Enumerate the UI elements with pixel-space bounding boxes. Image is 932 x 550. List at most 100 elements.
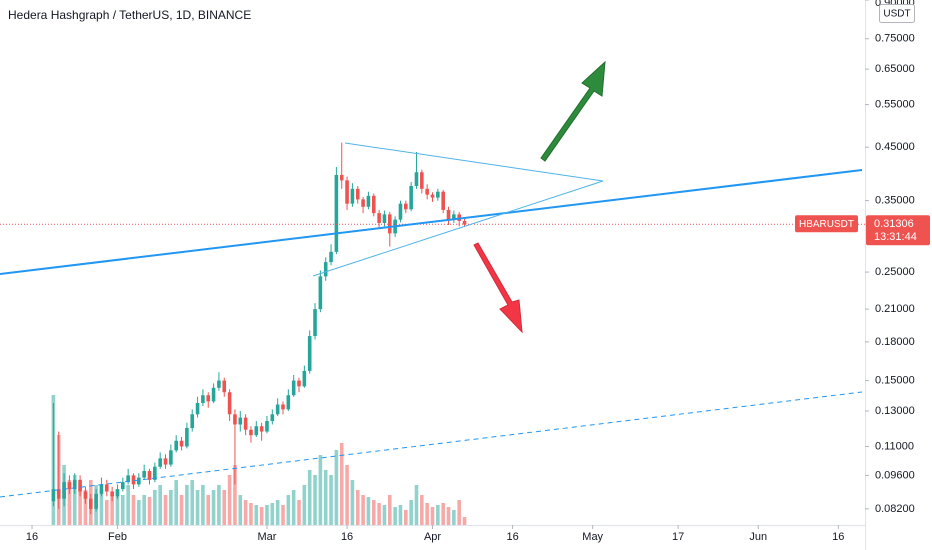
x-tick-label: Jun — [749, 531, 767, 543]
volume-bar — [345, 465, 349, 525]
volume-bar — [211, 490, 216, 525]
candle-body — [51, 489, 56, 502]
candle-body — [62, 482, 66, 499]
volume-bar — [153, 490, 157, 525]
volume-bar — [169, 490, 173, 525]
volume-bar — [414, 485, 419, 525]
volume-bar — [334, 450, 339, 525]
candle-body — [345, 180, 349, 204]
volume-bar — [275, 500, 280, 525]
candle-body — [270, 414, 275, 422]
down-arrow — [473, 242, 523, 334]
currency-label[interactable]: USDT — [883, 9, 910, 20]
y-tick-label: 0.15000 — [875, 374, 915, 386]
x-tick-label: Feb — [108, 531, 127, 543]
volume-bar — [142, 495, 146, 525]
volume-bar — [99, 490, 104, 525]
candle-body — [361, 199, 365, 207]
candle-body — [446, 209, 451, 220]
y-tick-label: 0.35000 — [875, 195, 915, 207]
candle-body — [174, 440, 179, 451]
volume-bar — [409, 500, 413, 525]
candle-body — [462, 220, 467, 225]
volume-bar — [393, 507, 397, 525]
candle-body — [137, 477, 141, 485]
y-tick-label: 0.21000 — [875, 303, 915, 315]
y-tick-label: 0.09600 — [875, 469, 915, 481]
volume-bar — [323, 470, 328, 525]
y-tick-label: 0.55000 — [875, 99, 915, 111]
volume-bar — [302, 485, 307, 525]
candle-body — [115, 489, 120, 497]
volume-bar — [329, 475, 333, 525]
candle-body — [72, 479, 77, 490]
candle-body — [190, 414, 195, 428]
up-arrow — [540, 60, 606, 162]
volume-bar — [355, 490, 360, 525]
volume-bar — [110, 495, 114, 525]
x-tick-label: Mar — [257, 531, 276, 543]
x-tick-label: Apr — [424, 531, 441, 543]
candle-body — [339, 174, 344, 181]
volume-bar — [67, 480, 72, 525]
last-price-label: 0.31306 — [874, 218, 914, 230]
candle-body — [163, 458, 168, 465]
volume-bar — [121, 495, 125, 525]
price-pane — [0, 142, 865, 525]
volume-bar — [371, 500, 376, 525]
volume-bar — [398, 505, 403, 525]
volume-bar — [430, 507, 435, 525]
volume-bar — [291, 490, 296, 525]
y-tick-label: 0.11000 — [875, 440, 914, 452]
volume-bar — [281, 505, 285, 525]
volume-bar — [190, 480, 195, 525]
candle-body — [88, 498, 93, 509]
candle-body — [195, 402, 200, 415]
candle-body — [131, 475, 136, 485]
candle-body — [142, 470, 146, 478]
volume-bar — [404, 510, 408, 525]
volume-bar — [137, 500, 141, 525]
x-tick-label: 16 — [506, 531, 518, 543]
countdown-label: 13:31:44 — [874, 231, 917, 243]
y-tick-label: 0.13000 — [875, 405, 915, 417]
candle-body — [430, 194, 435, 198]
volume-bar — [425, 503, 429, 525]
volume-bar — [227, 475, 232, 525]
volume-bar — [201, 485, 205, 525]
currency-box[interactable] — [879, 4, 915, 23]
candle-body — [121, 482, 125, 490]
candle-body — [398, 203, 403, 220]
candle-body — [83, 491, 88, 499]
candle-body — [350, 188, 355, 204]
symbol-label-box — [795, 215, 858, 233]
volume-bar — [72, 475, 77, 525]
candle-body — [265, 421, 269, 432]
candle-body — [158, 458, 162, 467]
candle-body — [211, 387, 216, 402]
candle-body — [452, 214, 456, 220]
y-tick-label: 0.25000 — [875, 266, 915, 278]
candle-body — [313, 309, 317, 337]
candle-body — [297, 380, 301, 387]
volume-bar — [313, 475, 317, 525]
candle-body — [387, 214, 392, 234]
y-tick-label: 0.75000 — [875, 33, 915, 45]
volume-bar — [179, 495, 184, 525]
candle-body — [78, 479, 82, 492]
candle-body — [291, 380, 296, 396]
candle-body — [414, 172, 419, 186]
candle-body — [249, 429, 253, 436]
drawings — [0, 60, 863, 498]
volume-bar — [286, 495, 291, 525]
candle-body — [227, 392, 232, 415]
candle-body — [238, 417, 243, 425]
x-tick-label: 16 — [832, 531, 844, 543]
candle-body — [307, 336, 312, 371]
volume-bar — [185, 485, 189, 525]
volume-bar — [457, 500, 461, 525]
triangle-lower-line — [312, 180, 604, 277]
volume-bar — [318, 455, 323, 525]
volume-bar — [238, 495, 243, 525]
candle-body — [366, 195, 371, 207]
